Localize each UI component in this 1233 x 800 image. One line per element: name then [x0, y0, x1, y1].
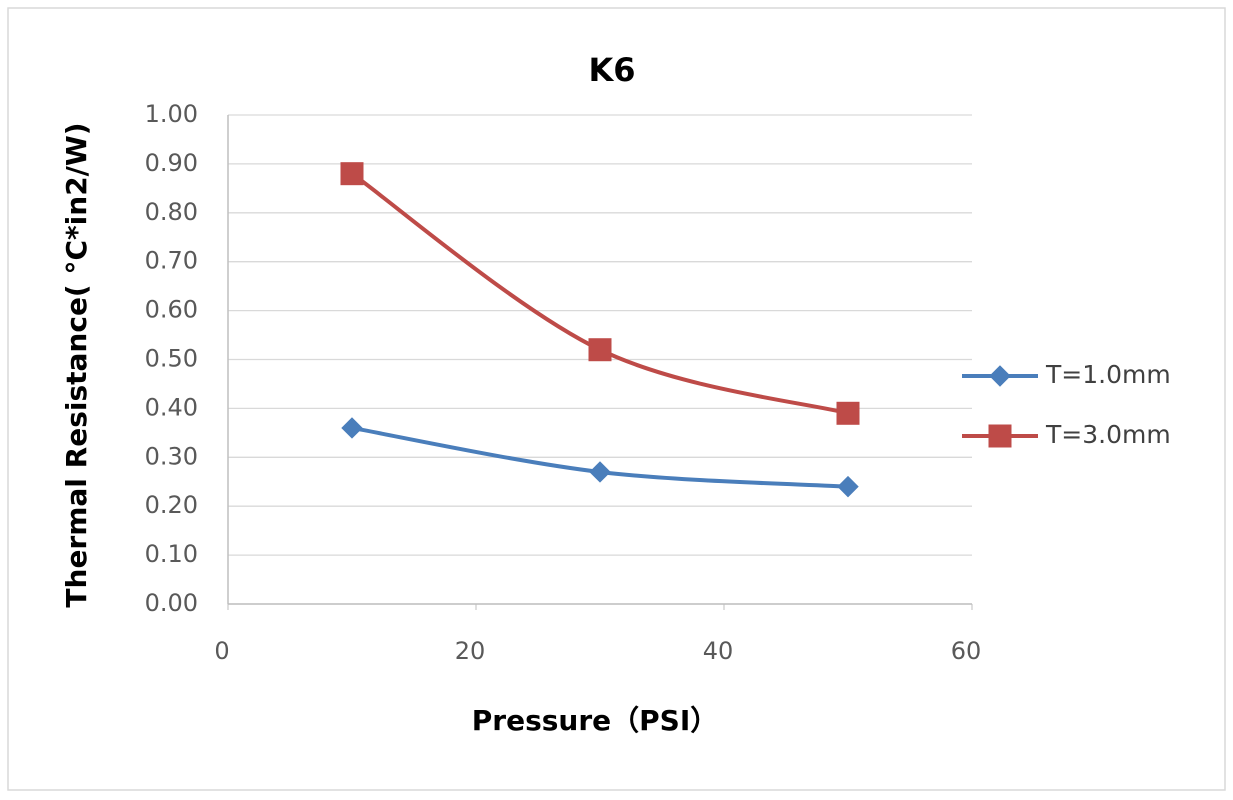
chart-border — [7, 7, 1226, 791]
marker — [836, 401, 860, 425]
x-tick-label: 60 — [951, 637, 982, 665]
y-tick-label: 0.20 — [145, 491, 198, 519]
y-tick-label: 0.50 — [145, 345, 198, 373]
marker — [341, 417, 363, 439]
marker — [589, 461, 611, 483]
y-tick-label: 0.00 — [145, 589, 198, 617]
y-tick-label: 0.10 — [145, 540, 198, 568]
legend-label: T=1.0mm — [1045, 360, 1171, 389]
y-axis-label: Thermal Resistance( °C*in2/W) — [60, 122, 93, 607]
y-tick-label: 0.30 — [145, 442, 198, 470]
marker — [588, 338, 612, 362]
y-tick-label: 0.90 — [145, 149, 198, 177]
legend-label: T=3.0mm — [1045, 420, 1171, 449]
chart-title: K6 — [588, 51, 635, 89]
x-tick-label: 40 — [703, 637, 734, 665]
y-tick-label: 0.40 — [145, 393, 198, 421]
x-tick-label: 0 — [214, 637, 229, 665]
marker — [340, 162, 364, 186]
legend-marker — [988, 424, 1012, 448]
x-tick-label: 20 — [455, 637, 486, 665]
x-axis-label: Pressure（PSI） — [472, 704, 719, 737]
y-tick-label: 0.60 — [145, 296, 198, 324]
legend-marker — [989, 365, 1011, 387]
marker — [837, 475, 859, 498]
y-tick-label: 0.70 — [145, 247, 198, 275]
y-tick-label: 1.00 — [145, 100, 198, 128]
y-tick-label: 0.80 — [145, 198, 198, 226]
